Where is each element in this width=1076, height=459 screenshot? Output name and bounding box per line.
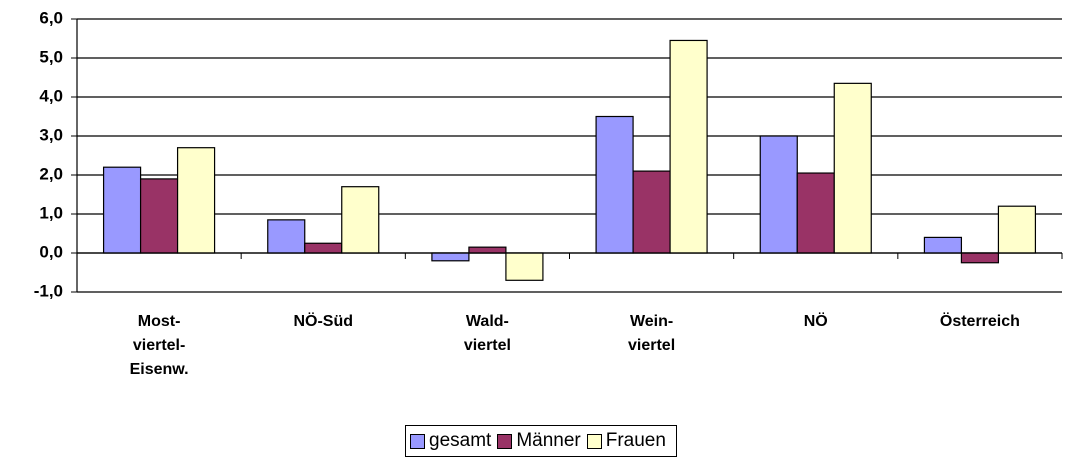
y-tick-label: 5,0 — [39, 47, 63, 66]
x-tick-label: Wein- viertel — [628, 313, 676, 354]
legend-item: Frauen — [586, 430, 666, 452]
bar — [759, 135, 798, 254]
bar — [923, 236, 963, 254]
bar — [304, 242, 343, 254]
y-tick-label: 2,0 — [39, 164, 63, 183]
legend-item: gesamt — [410, 430, 491, 452]
y-tick-label: 4,0 — [39, 86, 63, 105]
bar — [796, 172, 835, 254]
x-tick-label: NÖ-Süd — [293, 313, 354, 330]
x-tick-label: Most- viertel- Eisenw. — [129, 313, 189, 378]
y-tick-label: 3,0 — [39, 125, 63, 144]
legend-swatch — [410, 433, 425, 449]
bar — [102, 166, 142, 254]
y-tick-label: 0,0 — [39, 242, 63, 261]
bar — [833, 82, 872, 254]
bar — [669, 39, 708, 254]
bar — [960, 252, 1000, 264]
bar — [997, 205, 1037, 254]
bar — [431, 252, 470, 262]
bar — [505, 252, 544, 281]
x-tick-label: NÖ — [803, 313, 828, 330]
legend-label: Frauen — [605, 430, 666, 451]
bar — [595, 115, 634, 254]
legend-swatch — [497, 433, 513, 449]
legend-swatch — [586, 433, 602, 449]
legend-item: Männer — [497, 430, 581, 452]
y-tick-label: 1,0 — [39, 203, 63, 222]
bar — [632, 170, 671, 254]
legend-label: gesamt — [429, 430, 492, 451]
legend-label: Männer — [516, 430, 581, 451]
y-tick-label: 6,0 — [39, 8, 63, 27]
bar — [468, 246, 507, 254]
y-tick-label: -1,0 — [34, 281, 63, 300]
bar — [267, 219, 306, 254]
legend: gesamt Männer Frauen — [405, 425, 677, 457]
bar — [176, 147, 216, 254]
x-tick-label: Österreich — [939, 313, 1020, 330]
x-tick-label: Wald- viertel — [463, 313, 511, 354]
bar — [139, 178, 179, 254]
bar — [341, 186, 380, 254]
